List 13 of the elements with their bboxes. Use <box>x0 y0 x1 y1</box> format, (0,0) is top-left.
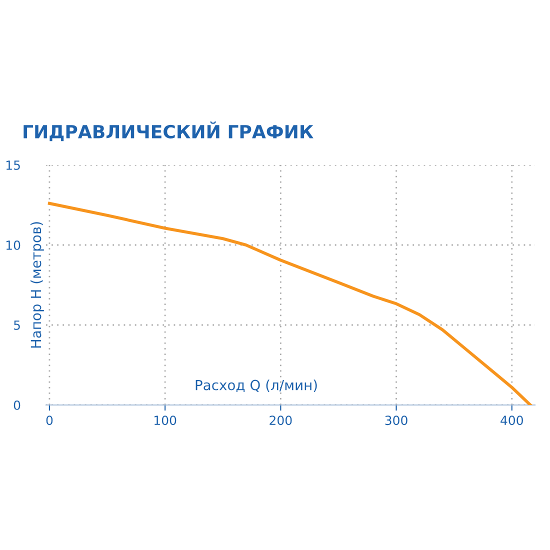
y-axis-title: Напор H (метров) <box>30 222 44 348</box>
x-tick-label: 400 <box>500 416 523 426</box>
line-series <box>48 202 532 405</box>
x-tick-label: 200 <box>270 416 292 426</box>
y-tick-label: 10 <box>6 240 20 250</box>
x-axis-title: Расход Q (л/мин) <box>196 380 317 392</box>
y-tick-label: 15 <box>6 160 20 170</box>
x-tick-label: 300 <box>385 416 408 426</box>
x-tick-label: 100 <box>154 416 176 426</box>
x-tick-label: 0 <box>46 416 53 426</box>
y-tick-label: 0 <box>14 400 20 410</box>
chart-title: ГИДРАВЛИЧЕСКИЙ ГРАФИК <box>24 122 314 142</box>
y-tick-label: 5 <box>14 320 20 330</box>
